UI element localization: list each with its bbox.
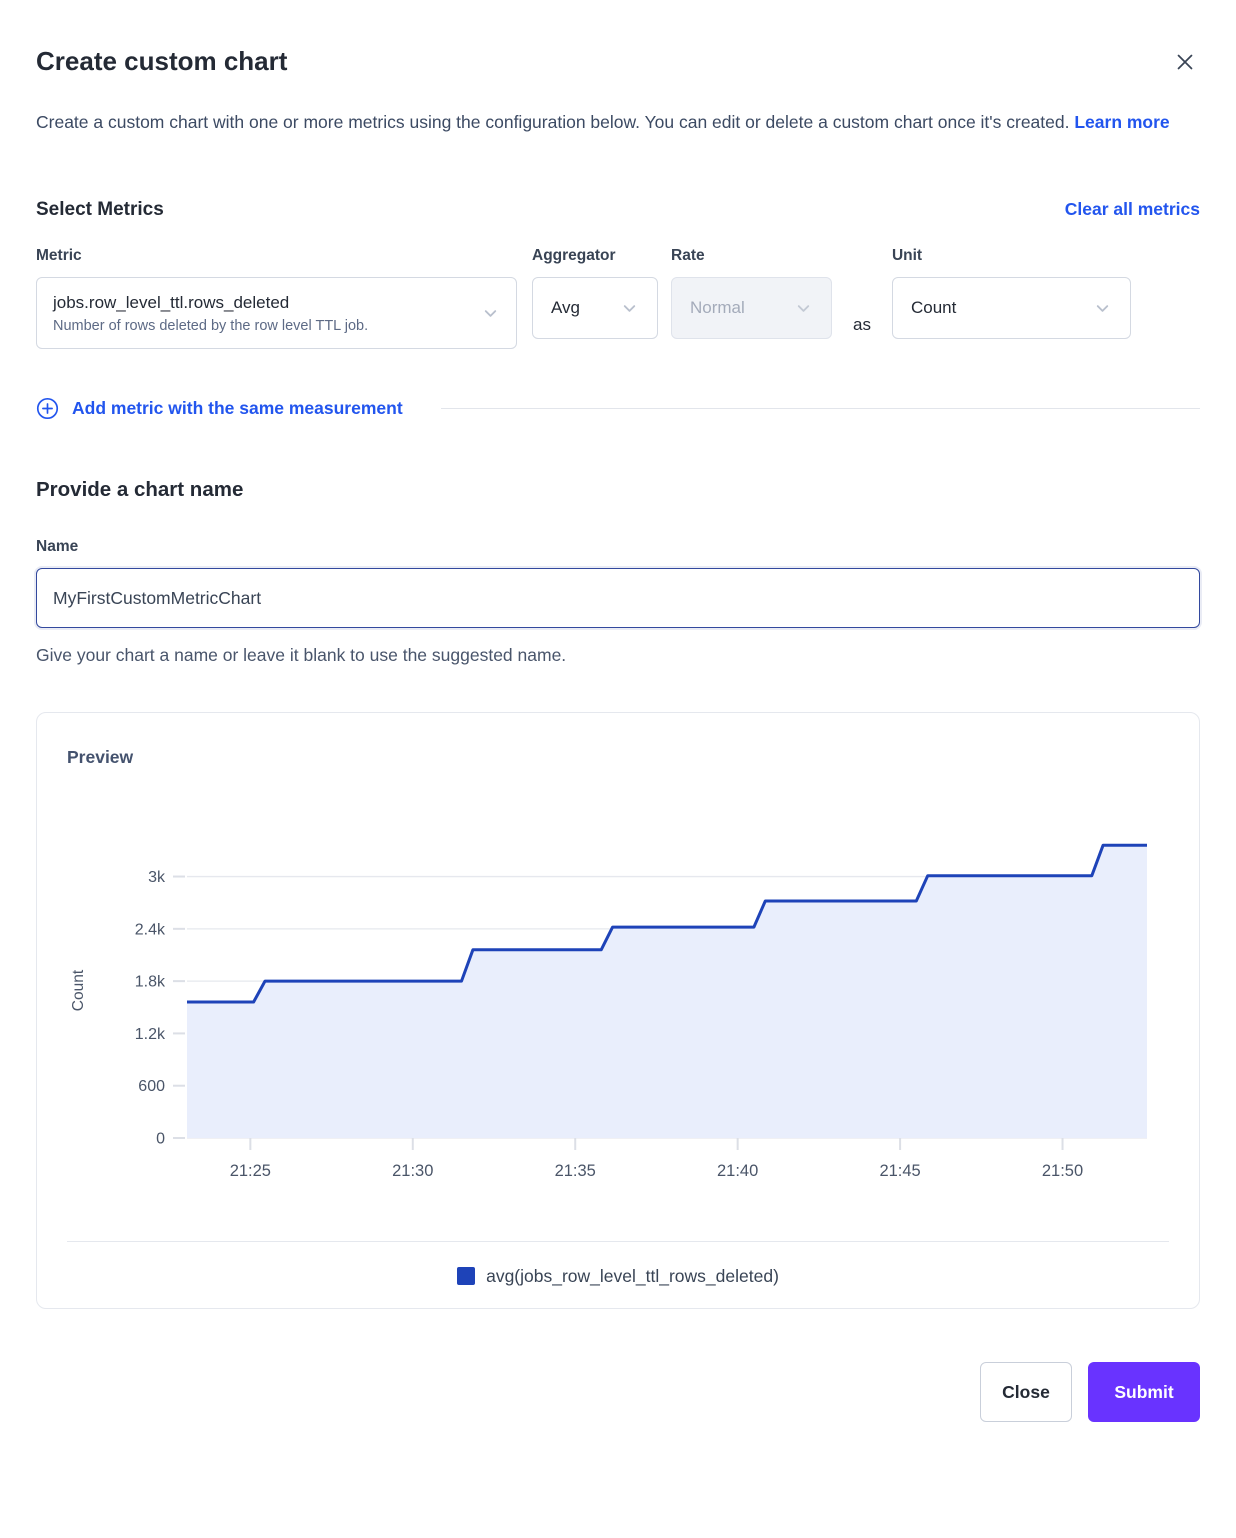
legend-label: avg(jobs_row_level_ttl_rows_deleted) — [486, 1265, 779, 1286]
submit-button[interactable]: Submit — [1088, 1362, 1200, 1422]
chart-legend: avg(jobs_row_level_ttl_rows_deleted) — [67, 1242, 1169, 1310]
plus-circle-icon[interactable] — [36, 397, 59, 420]
add-metric-row: Add metric with the same measurement — [36, 397, 1200, 420]
page-title: Create custom chart — [36, 46, 288, 76]
close-icon[interactable] — [1170, 47, 1200, 77]
rate-dropdown-value: Normal — [690, 298, 745, 317]
metric-label: Metric — [36, 247, 82, 264]
legend-divider — [67, 1241, 1169, 1242]
modal-header: Create custom chart — [36, 46, 1200, 77]
svg-text:21:25: 21:25 — [230, 1162, 271, 1180]
rate-field: Rate Normal — [671, 247, 832, 339]
unit-field: Unit Count — [891, 247, 1131, 339]
select-metrics-header: Select Metrics Clear all metrics — [36, 199, 1200, 221]
chevron-down-icon — [1096, 304, 1109, 312]
legend-swatch — [457, 1267, 476, 1285]
area-chart: 0 600 1.2k 1.8k 2.4k 3k 21:25 21:30 21:35 21:40 21… — [70, 843, 1147, 1180]
chevron-down-icon — [484, 309, 497, 317]
chart-name-section-title: Provide a chart name — [36, 478, 244, 501]
svg-text:21:50: 21:50 — [1042, 1162, 1083, 1180]
chevron-down-icon — [797, 304, 810, 312]
name-label: Name — [36, 538, 79, 555]
svg-text:21:40: 21:40 — [717, 1162, 758, 1180]
modal-description: Create a custom chart with one or more m… — [36, 103, 1186, 141]
metric-field: Metric jobs.row_level_ttl.rows_deleted N… — [36, 247, 517, 349]
svg-text:3k: 3k — [148, 869, 166, 886]
chart-name-input[interactable] — [36, 568, 1200, 628]
add-metric-link[interactable]: Add metric with the same measurement — [72, 398, 403, 418]
svg-text:1.8k: 1.8k — [135, 974, 166, 991]
preview-chart: 0 600 1.2k 1.8k 2.4k 3k 21:25 21:30 21:35 21:40 21… — [67, 788, 1169, 1193]
aggregator-dropdown[interactable]: Avg — [532, 277, 658, 339]
metric-config-row: Metric jobs.row_level_ttl.rows_deleted N… — [36, 247, 1200, 349]
rate-label: Rate — [671, 247, 705, 264]
preview-title: Preview — [67, 747, 134, 767]
unit-dropdown[interactable]: Count — [891, 277, 1131, 339]
svg-text:21:30: 21:30 — [392, 1162, 433, 1180]
metric-dropdown-description: Number of rows deleted by the row level … — [53, 317, 369, 334]
preview-card: Preview 0 600 1.2k 1.8k 2.4k 3k 21:25 21:30 21:3… — [36, 712, 1200, 1309]
aggregator-field: Aggregator Avg — [532, 247, 658, 339]
close-button[interactable]: Close — [980, 1362, 1072, 1422]
clear-all-metrics-link[interactable]: Clear all metrics — [1064, 199, 1200, 219]
metric-dropdown-texts: jobs.row_level_ttl.rows_deleted Number o… — [53, 293, 368, 334]
metric-dropdown[interactable]: jobs.row_level_ttl.rows_deleted Number o… — [36, 277, 517, 349]
description-text: Create a custom chart with one or more m… — [36, 112, 1070, 132]
create-custom-chart-modal: Create custom chart Create a custom char… — [0, 46, 1236, 1422]
modal-footer: Close Submit — [36, 1362, 1200, 1422]
as-label: as — [853, 315, 871, 334]
metric-dropdown-value: jobs.row_level_ttl.rows_deleted — [53, 292, 290, 312]
svg-text:Count: Count — [70, 969, 87, 1011]
svg-text:600: 600 — [138, 1078, 165, 1095]
unit-dropdown-value: Count — [910, 298, 957, 317]
aggregator-label: Aggregator — [532, 247, 616, 264]
select-metrics-title: Select Metrics — [36, 199, 164, 220]
chart-name-helper: Give your chart a name or leave it blank… — [36, 645, 567, 665]
chevron-down-icon — [623, 304, 636, 312]
svg-text:21:35: 21:35 — [555, 1162, 596, 1180]
svg-text:1.2k: 1.2k — [135, 1026, 166, 1043]
chart-name-section: Provide a chart name Name Give your char… — [36, 478, 1200, 666]
rate-dropdown-disabled: Normal — [671, 277, 832, 339]
svg-text:0: 0 — [156, 1131, 165, 1148]
learn-more-link[interactable]: Learn more — [1074, 112, 1170, 132]
add-metric-divider — [440, 408, 1200, 409]
aggregator-dropdown-value: Avg — [551, 298, 580, 317]
svg-text:21:45: 21:45 — [879, 1162, 920, 1180]
unit-label: Unit — [891, 247, 923, 264]
svg-text:2.4k: 2.4k — [135, 921, 166, 938]
